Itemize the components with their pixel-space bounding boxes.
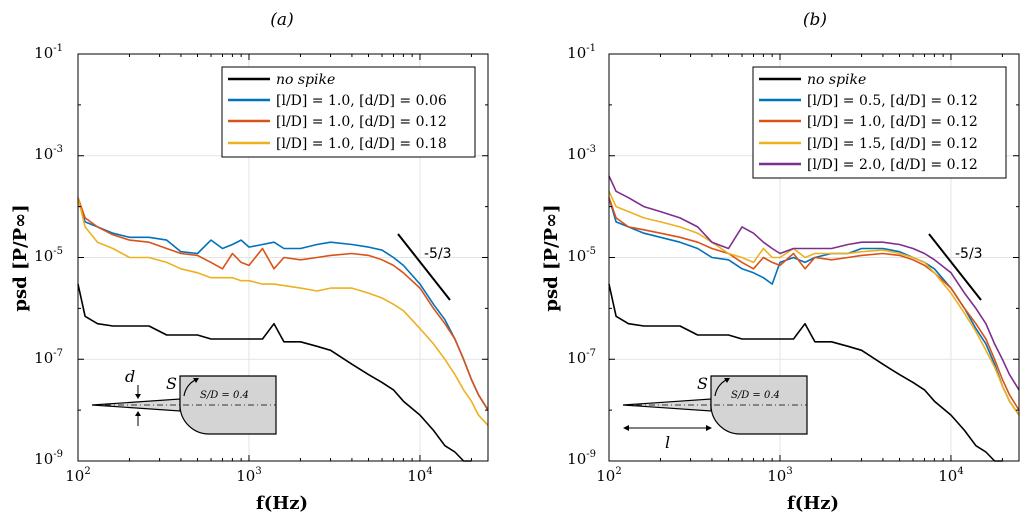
panel-a-inset-d-arrowhead-top <box>135 394 141 399</box>
panel-b-legend-label-3: [l/D] = 1.5, [d/D] = 0.12 <box>807 136 978 152</box>
panel-b-xtick-1e2: 102 <box>596 466 621 485</box>
panel-b-xtick-1e4: 104 <box>938 466 963 485</box>
panel-a-inset-s-label: S <box>166 374 177 393</box>
panel-b-inset-l-arrowhead-right <box>706 425 712 431</box>
panel-a-ytick-1e-9: 10-9 <box>34 449 63 468</box>
panel-a-ticks <box>77 53 488 462</box>
panel-b-inset-sd-label: S/D = 0.4 <box>731 390 780 401</box>
panel-a-legend-label-2: [l/D] = 1.0, [d/D] = 0.12 <box>276 114 447 130</box>
panel-a-geometry-inset: d S S/D = 0.4 <box>91 367 277 435</box>
panel-b-legend-label-2: [l/D] = 1.0, [d/D] = 0.12 <box>807 114 978 130</box>
panel-a-inset-sd-label: S/D = 0.4 <box>200 390 249 401</box>
panel-b-series-3 <box>608 190 1020 416</box>
panel-a-ylabel: psd [P/P∞] <box>10 204 31 311</box>
panel-b-inset-s-arrowhead <box>724 378 730 383</box>
panel-a-ytick-1e-5: 10-5 <box>34 246 63 265</box>
panel-b-ytick-1e-1: 10-1 <box>567 43 596 62</box>
panel-a: (a) 10-9 10-7 10-5 10-3 10-1 102 103 104… <box>10 10 489 514</box>
panel-b-legend-label-4: [l/D] = 2.0, [d/D] = 0.12 <box>807 157 978 173</box>
panel-b-ytick-1e-3: 10-3 <box>567 144 596 163</box>
panel-a-legend-label-3: [l/D] = 1.0, [d/D] = 0.18 <box>276 136 447 152</box>
panel-a-series-2 <box>77 197 489 411</box>
panel-a-label: (a) <box>270 10 293 30</box>
panel-b-series-4 <box>608 175 1020 391</box>
panel-b-slope-label: -5/3 <box>955 246 983 262</box>
panel-b-ytick-1e-9: 10-9 <box>567 449 596 468</box>
panel-b-legend-box <box>752 66 1007 179</box>
panel-a-legend-label-1: [l/D] = 1.0, [d/D] = 0.06 <box>276 93 447 109</box>
panel-a-inset-s-arrowhead <box>193 378 199 383</box>
panel-a-series-1 <box>77 197 489 411</box>
panel-a-series <box>77 197 489 462</box>
panel-b: (b) 10-9 10-7 10-5 10-3 10-1 102 103 104… <box>541 10 1020 514</box>
panel-a-ytick-1e-3: 10-3 <box>34 144 63 163</box>
panel-a-ytick-1e-7: 10-7 <box>34 348 63 367</box>
panel-a-legend: no spike [l/D] = 1.0, [d/D] = 0.06 [l/D]… <box>221 66 476 158</box>
panel-a-inset-d-label: d <box>125 367 135 386</box>
panel-a-xlabel: f(Hz) <box>256 493 308 514</box>
panel-a-slope-annotation: -5/3 <box>397 233 452 301</box>
panel-b-legend-label-1: [l/D] = 0.5, [d/D] = 0.12 <box>807 93 978 109</box>
panel-b-inset-s-label: S <box>697 374 708 393</box>
panel-b-geometry-inset: l S S/D = 0.4 <box>622 374 808 452</box>
panel-b-series-0 <box>608 283 1003 462</box>
panel-a-slope-label: -5/3 <box>424 246 452 262</box>
panel-a-xtick-1e2: 102 <box>65 466 90 485</box>
panel-b-xtick-1e3: 103 <box>767 466 792 485</box>
panel-b-inset-l-label: l <box>665 433 670 452</box>
panel-b-series <box>608 175 1020 462</box>
panel-b-ticks <box>608 53 1019 462</box>
panel-a-series-3 <box>77 197 489 426</box>
panel-a-series-0 <box>77 283 472 462</box>
panel-b-slope-annotation: -5/3 <box>928 233 983 301</box>
panel-b-legend: no spike [l/D] = 0.5, [d/D] = 0.12 [l/D]… <box>752 66 1007 179</box>
panel-b-inset-l-arrowhead-left <box>623 425 629 431</box>
panel-b-label: (b) <box>803 10 827 30</box>
panel-a-legend-label-0: no spike <box>276 72 335 88</box>
panel-b-xlabel: f(Hz) <box>787 493 839 514</box>
panel-b-ylabel: psd [P/P∞] <box>541 204 562 311</box>
panel-a-slope-line <box>397 233 451 301</box>
panel-b-series-2 <box>608 197 1020 411</box>
panel-b-legend-label-0: no spike <box>807 72 866 88</box>
panel-a-xtick-1e3: 103 <box>236 466 261 485</box>
panel-b-slope-line <box>928 233 982 301</box>
panel-b-ytick-1e-5: 10-5 <box>567 246 596 265</box>
panel-b-ytick-1e-7: 10-7 <box>567 348 596 367</box>
panel-a-inset-d-arrowhead-bottom <box>135 411 141 416</box>
panel-a-ytick-1e-1: 10-1 <box>34 43 63 62</box>
panel-a-xtick-1e4: 104 <box>407 466 432 485</box>
